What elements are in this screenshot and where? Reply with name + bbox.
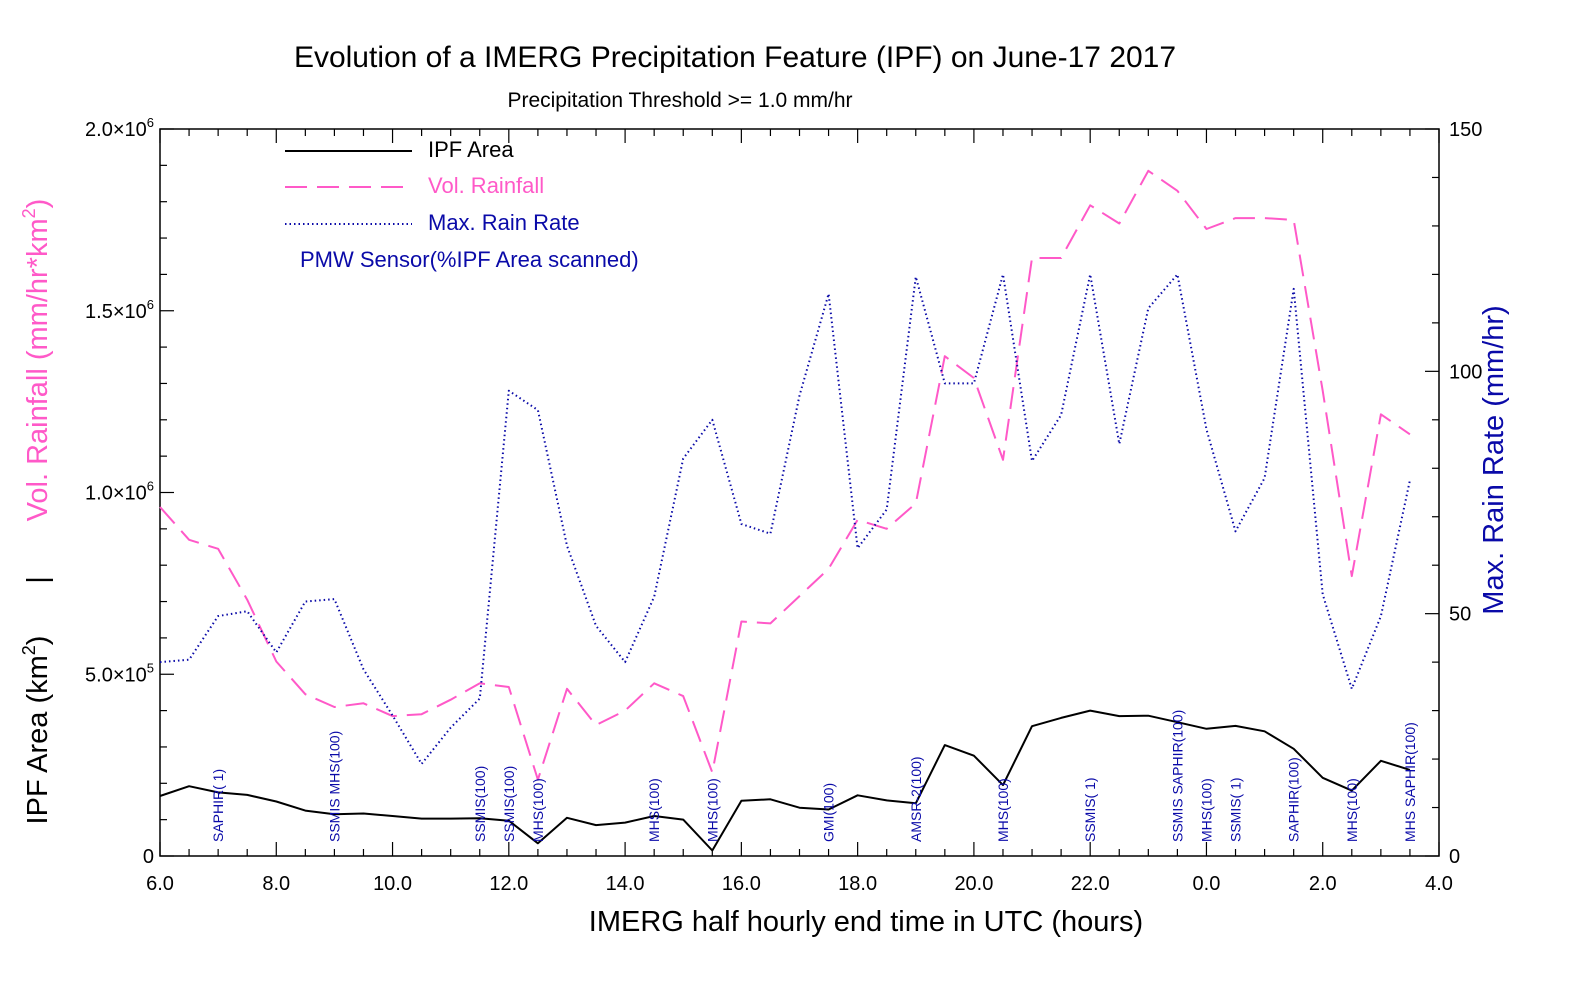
- y-right-tick-label: 150: [1449, 119, 1482, 141]
- x-tick-label: 10.0: [373, 873, 412, 895]
- sensor-annotation: SSMIS SAPHIR(100): [1169, 710, 1185, 842]
- legend-label-ipf-area: IPF Area: [428, 137, 514, 162]
- sensor-annotation: MHS(100): [1344, 778, 1360, 842]
- y-left-title-top-sup: 2: [19, 208, 39, 218]
- sensor-annotation: MHS(100): [995, 778, 1011, 842]
- y-left-tick-label: 1.5×106: [85, 297, 154, 323]
- sensor-annotation: MHS(100): [530, 778, 546, 842]
- x-tick-label: 2.0: [1309, 873, 1337, 895]
- sensor-annotation: SAPHIR(100): [1286, 757, 1302, 842]
- plot-frame: [159, 128, 1440, 857]
- y-left-title-bottom-sup: 2: [19, 645, 39, 655]
- y-left-title-separator: |: [22, 576, 54, 584]
- sensor-annotation: GMI(100): [821, 783, 837, 842]
- y-left-title-top: Vol. Rainfall (mm/hr*km2): [19, 199, 54, 522]
- x-tick-label: 6.0: [146, 873, 174, 895]
- y-left-title-top-text: Vol. Rainfall (mm/hr*km: [22, 218, 54, 521]
- x-tick-label: 22.0: [1071, 873, 1110, 895]
- y-right-title: Max. Rain Rate (mm/hr): [1478, 305, 1510, 614]
- series-line-max-rain-rate: [159, 273, 1411, 765]
- sensor-annotation: MHS(100): [1198, 778, 1214, 842]
- sensor-annotation: AMSR-2(100): [908, 756, 924, 842]
- y-right-tick-labels: 0 50 100 150: [1449, 119, 1482, 868]
- legend-label-max-rain-rate: Max. Rain Rate: [428, 210, 580, 235]
- x-tick-label: 18.0: [838, 873, 877, 895]
- sensor-annotation: SAPHIR( 1): [210, 769, 226, 842]
- axis-ticks: [159, 128, 1440, 857]
- x-tick-labels: 6.0 8.0 10.0 12.0 14.0 16.0 18.0 20.0 22.0 0.0 2.0…: [146, 873, 1453, 895]
- sensor-annotation: MHS SAPHIR(100): [1402, 722, 1418, 842]
- y-left-title-bottom-end: ): [22, 636, 54, 646]
- y-left-title-bottom: IPF Area (km2): [19, 636, 54, 825]
- sensor-annotation: SSMIS( 1): [1228, 777, 1244, 842]
- series-line-vol-rainfall: [159, 169, 1411, 781]
- x-axis-title: IMERG half hourly end time in UTC (hours…: [589, 906, 1143, 938]
- legend-note-pmw-sensor: PMW Sensor(%IPF Area scanned): [300, 247, 639, 272]
- x-tick-label: 8.0: [262, 873, 290, 895]
- y-right-title-text: Max. Rain Rate (mm/hr): [1478, 305, 1510, 614]
- sensor-annotation: MHS(100): [646, 778, 662, 842]
- y-left-title-top-end: ): [22, 199, 54, 209]
- sensor-annotation: SSMIS MHS(100): [326, 731, 342, 842]
- x-tick-label: 4.0: [1425, 873, 1453, 895]
- y-left-tick-labels: 0 5.0×105 1.0×106 1.5×106 2.0×106: [85, 115, 154, 868]
- sensor-annotation: MHS(100): [704, 778, 720, 842]
- y-right-tick-label: 100: [1449, 361, 1482, 383]
- sensor-annotation: SSMIS( 1): [1082, 777, 1098, 842]
- chart-title: Evolution of a IMERG Precipitation Featu…: [294, 41, 1176, 74]
- y-left-tick-label: 1.0×106: [85, 479, 154, 505]
- y-left-tick-label: 5.0×105: [85, 660, 154, 686]
- series-line-ipf-area: [159, 709, 1411, 852]
- sensor-annotation: SSMIS(100): [472, 766, 488, 842]
- y-left-title-bottom-text: IPF Area (km: [22, 655, 54, 824]
- y-left-tick-label: 2.0×106: [85, 115, 154, 141]
- chart-subtitle: Precipitation Threshold >= 1.0 mm/hr: [507, 89, 852, 112]
- legend: IPF Area Vol. Rainfall Max. Rain Rate PM…: [285, 137, 639, 272]
- y-left-separator: |: [22, 576, 54, 584]
- sensor-annotation: SSMIS(100): [501, 766, 517, 842]
- x-tick-label: 0.0: [1193, 873, 1221, 895]
- x-tick-label: 16.0: [722, 873, 761, 895]
- y-left-tick-label: 0: [143, 846, 154, 868]
- y-right-tick-label: 50: [1449, 604, 1471, 626]
- svg-text:Vol. Rainfall (mm/hr*km2): Vol. Rainfall (mm/hr*km2): [19, 199, 54, 522]
- y-right-tick-label: 0: [1449, 846, 1460, 868]
- x-tick-label: 12.0: [489, 873, 528, 895]
- x-tick-label: 14.0: [606, 873, 645, 895]
- svg-text:IPF Area (km2): IPF Area (km2): [19, 636, 54, 825]
- x-tick-label: 20.0: [954, 873, 993, 895]
- legend-label-vol-rainfall: Vol. Rainfall: [428, 173, 544, 198]
- series-layer: [159, 169, 1411, 852]
- sensor-annotations: SAPHIR( 1) SSMIS MHS(100) SSMIS(100) SSMIS(…: [210, 710, 1418, 842]
